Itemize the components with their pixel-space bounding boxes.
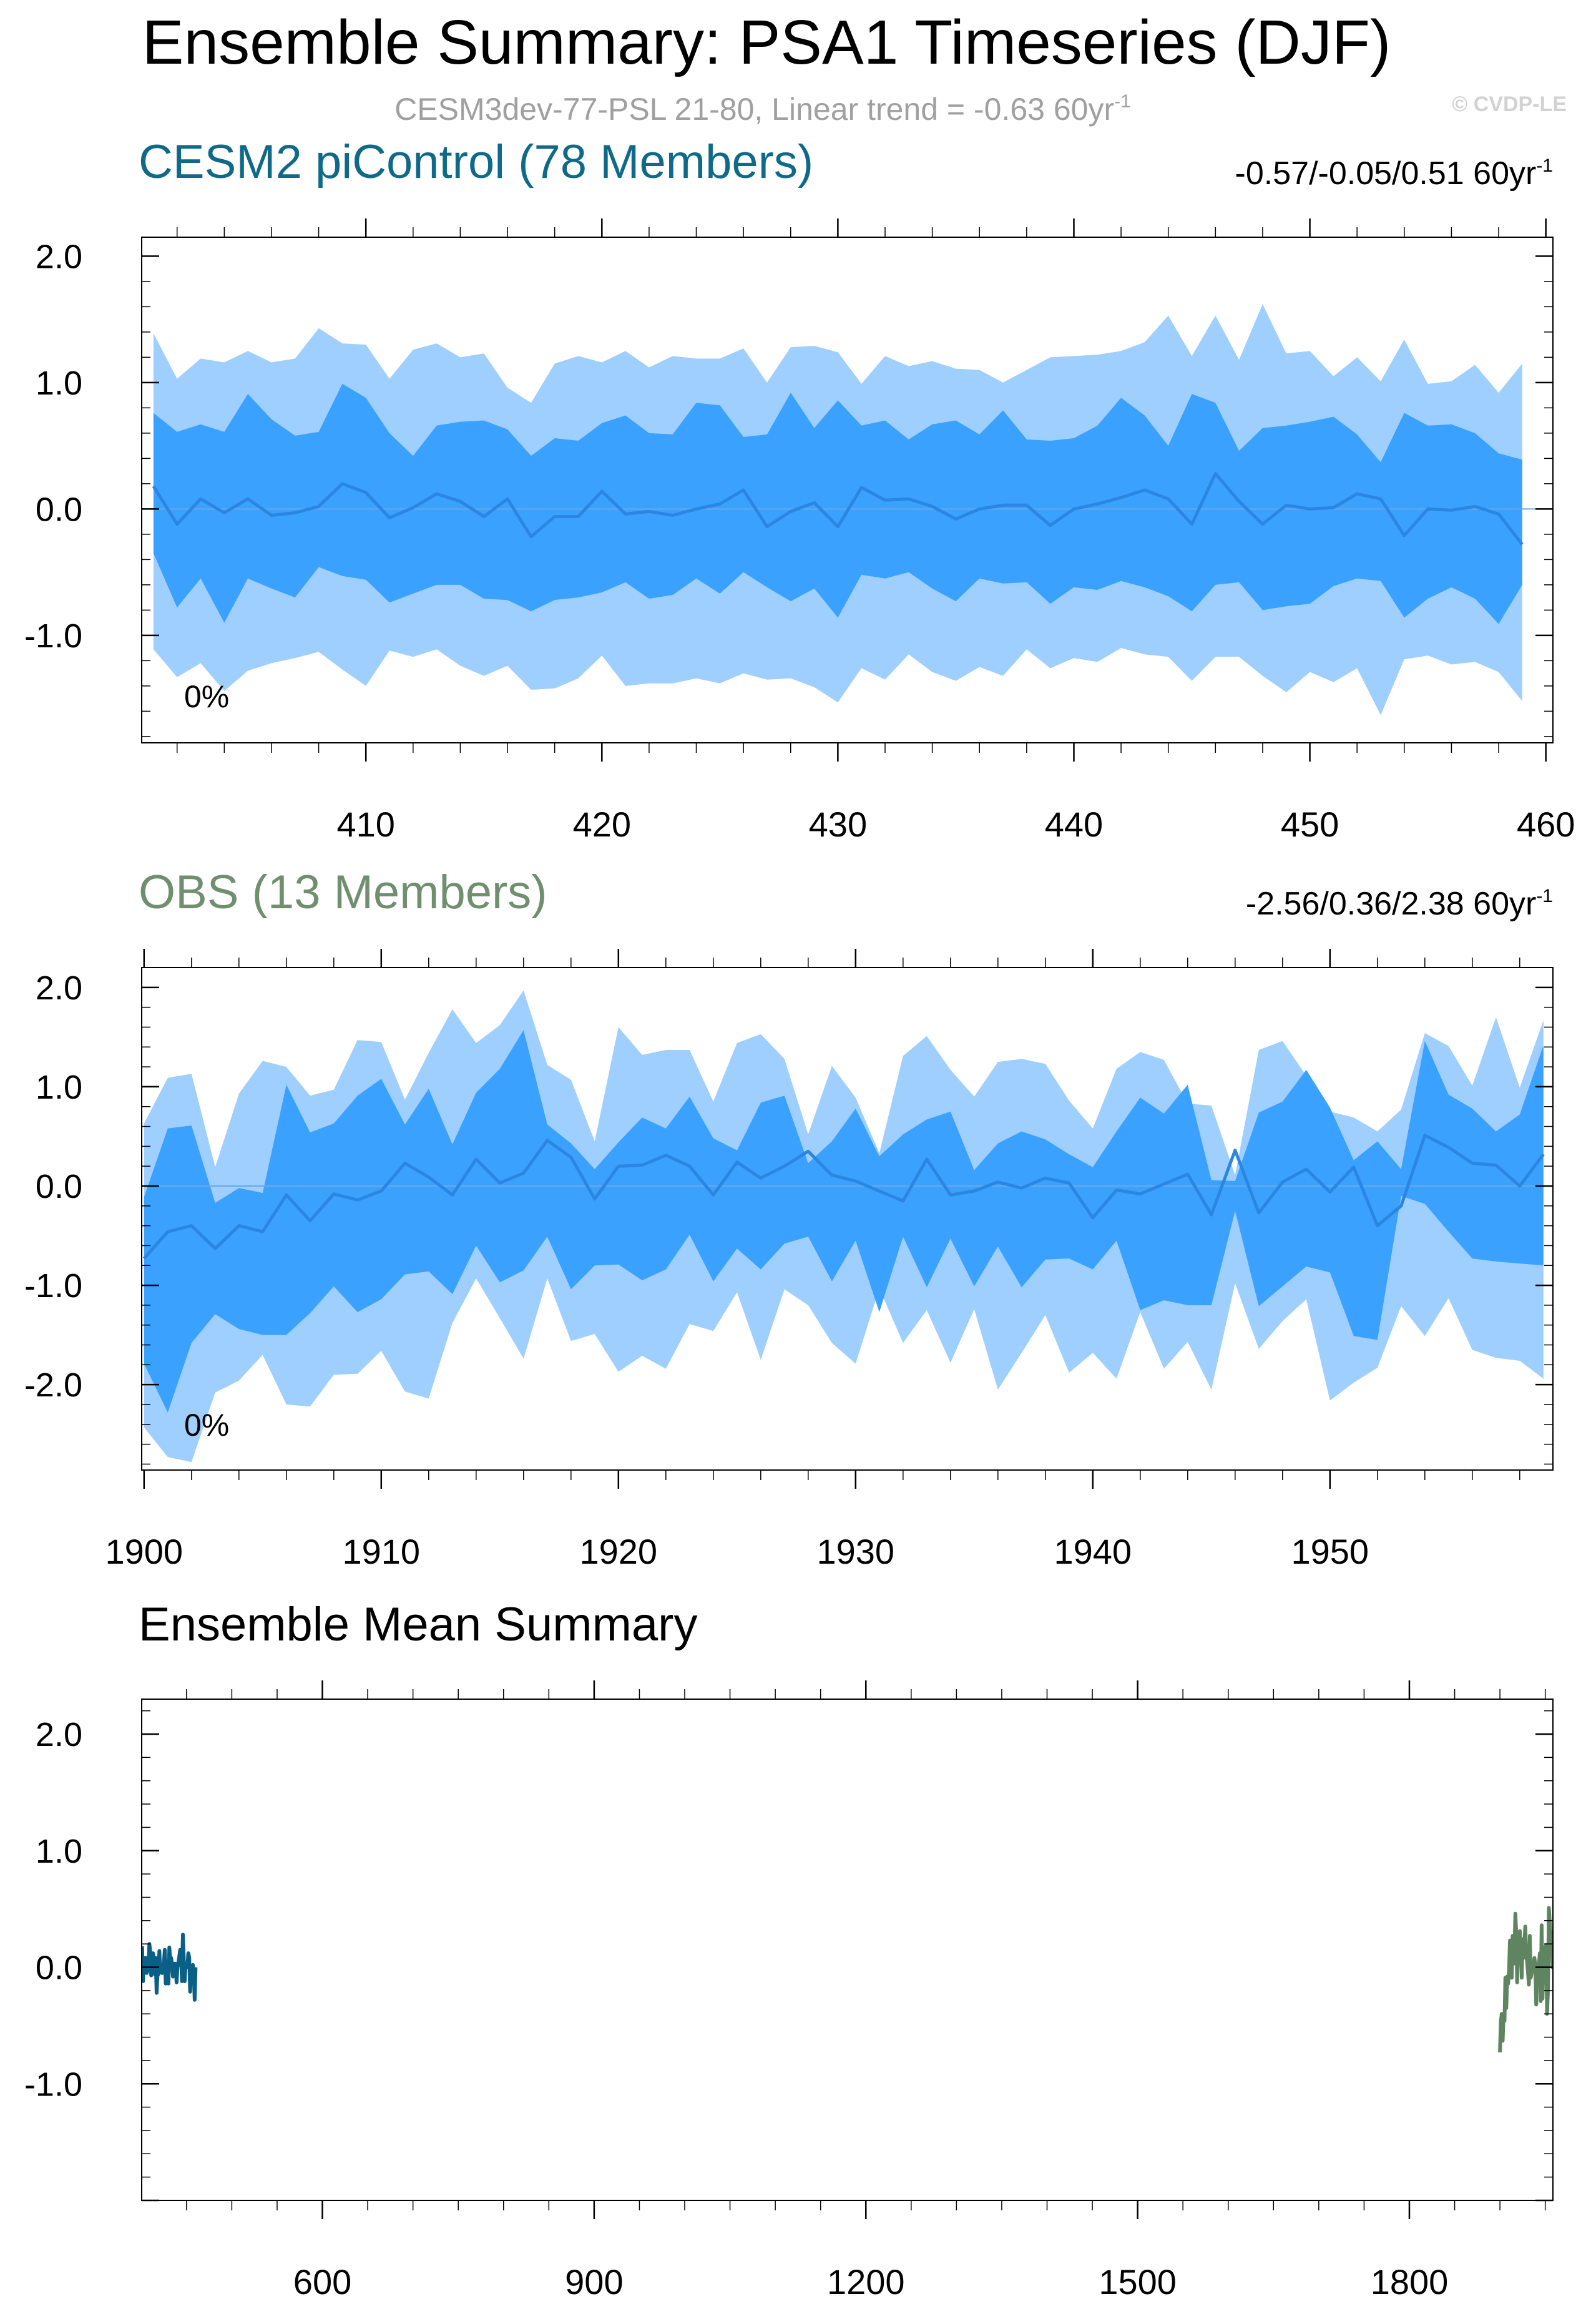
x-tick-label: 460 bbox=[1517, 805, 1575, 844]
series-line-cesm2 bbox=[142, 1933, 198, 2002]
plot-frame bbox=[141, 1699, 1554, 2201]
subtitle-superscript: -1 bbox=[1114, 91, 1131, 112]
x-tick-label: 1500 bbox=[1099, 2262, 1177, 2302]
y-tick-label: 0.0 bbox=[36, 1168, 82, 1205]
trend-label: -2.56/0.36/2.38 60yr-1 bbox=[1246, 886, 1553, 922]
series-line-obs bbox=[1498, 1906, 1553, 2052]
panel-cesm2: CESM2 piControl (78 Members) -0.57/-0.05/… bbox=[24, 135, 1575, 844]
percent-label: 0% bbox=[184, 1408, 229, 1443]
subtitle-text: CESM3dev-77-PSL 21-80, Linear trend = -0… bbox=[394, 92, 1114, 127]
y-tick-label: 1.0 bbox=[36, 1833, 82, 1870]
y-tick-label: 0.0 bbox=[36, 1949, 82, 1987]
x-tick-label: 1950 bbox=[1291, 1532, 1369, 1571]
x-tick-label: 1200 bbox=[827, 2262, 905, 2302]
copyright-label: © CVDP-LE bbox=[1452, 92, 1567, 116]
x-tick-label: 1930 bbox=[817, 1532, 895, 1571]
y-tick-label: -1.0 bbox=[24, 617, 82, 655]
panel-obs: OBS (13 Members) -2.56/0.36/2.38 60yr-1-2… bbox=[24, 866, 1554, 1571]
x-tick-label: 440 bbox=[1045, 805, 1103, 844]
plot-frame bbox=[141, 237, 1554, 743]
y-tick-label: 2.0 bbox=[36, 1716, 82, 1753]
trend-text: -2.56/0.36/2.38 60yr bbox=[1246, 886, 1536, 922]
subtitle: CESM3dev-77-PSL 21-80, Linear trend = -0… bbox=[394, 91, 1131, 127]
x-tick-label: 430 bbox=[809, 805, 867, 844]
plot-area bbox=[142, 1906, 1553, 2052]
x-tick-label: 1910 bbox=[343, 1532, 421, 1571]
median-line bbox=[142, 1134, 1545, 1260]
median-line bbox=[152, 472, 1524, 546]
x-tick-label: 1920 bbox=[580, 1532, 658, 1571]
y-tick-label: -2.0 bbox=[24, 1366, 82, 1404]
x-tick-label: 1900 bbox=[105, 1532, 184, 1571]
trend-superscript: -1 bbox=[1536, 886, 1553, 906]
plot-area bbox=[142, 990, 1553, 1463]
panel-title: CESM2 piControl (78 Members) bbox=[139, 135, 813, 189]
x-tick-label: 450 bbox=[1281, 805, 1339, 844]
trend-label: -0.57/-0.05/0.51 60yr-1 bbox=[1235, 155, 1553, 192]
y-tick-label: 0.0 bbox=[36, 491, 82, 528]
plot-area bbox=[142, 304, 1553, 715]
y-tick-label: 2.0 bbox=[36, 238, 82, 275]
x-tick-label: 1800 bbox=[1371, 2262, 1449, 2302]
panel-title: Ensemble Mean Summary bbox=[139, 1598, 697, 1651]
trend-text: -0.57/-0.05/0.51 60yr bbox=[1235, 155, 1537, 192]
band-25-75 bbox=[153, 383, 1522, 624]
x-tick-label: 900 bbox=[565, 2262, 623, 2302]
y-tick-label: -1.0 bbox=[24, 2066, 82, 2103]
plot-frame bbox=[141, 967, 1554, 1471]
trend-superscript: -1 bbox=[1536, 155, 1553, 176]
percent-label: 0% bbox=[184, 679, 229, 714]
y-tick-label: 1.0 bbox=[36, 365, 82, 402]
x-tick-label: 420 bbox=[573, 805, 631, 844]
x-tick-label: 1940 bbox=[1054, 1532, 1132, 1571]
y-tick-label: 1.0 bbox=[36, 1069, 82, 1106]
band-25-75 bbox=[144, 1030, 1544, 1413]
x-tick-label: 410 bbox=[336, 805, 394, 844]
y-tick-label: 2.0 bbox=[36, 969, 82, 1007]
panel-ensemble-mean: Ensemble Mean Summary -1.0 0.0 1.0 2.0 600 900… bbox=[24, 1598, 1554, 2302]
panel-title: OBS (13 Members) bbox=[139, 866, 547, 919]
x-tick-label: 600 bbox=[293, 2262, 351, 2302]
y-tick-label: -1.0 bbox=[24, 1267, 82, 1305]
main-title: Ensemble Summary: PSA1 Timeseries (DJF) bbox=[142, 7, 1391, 77]
